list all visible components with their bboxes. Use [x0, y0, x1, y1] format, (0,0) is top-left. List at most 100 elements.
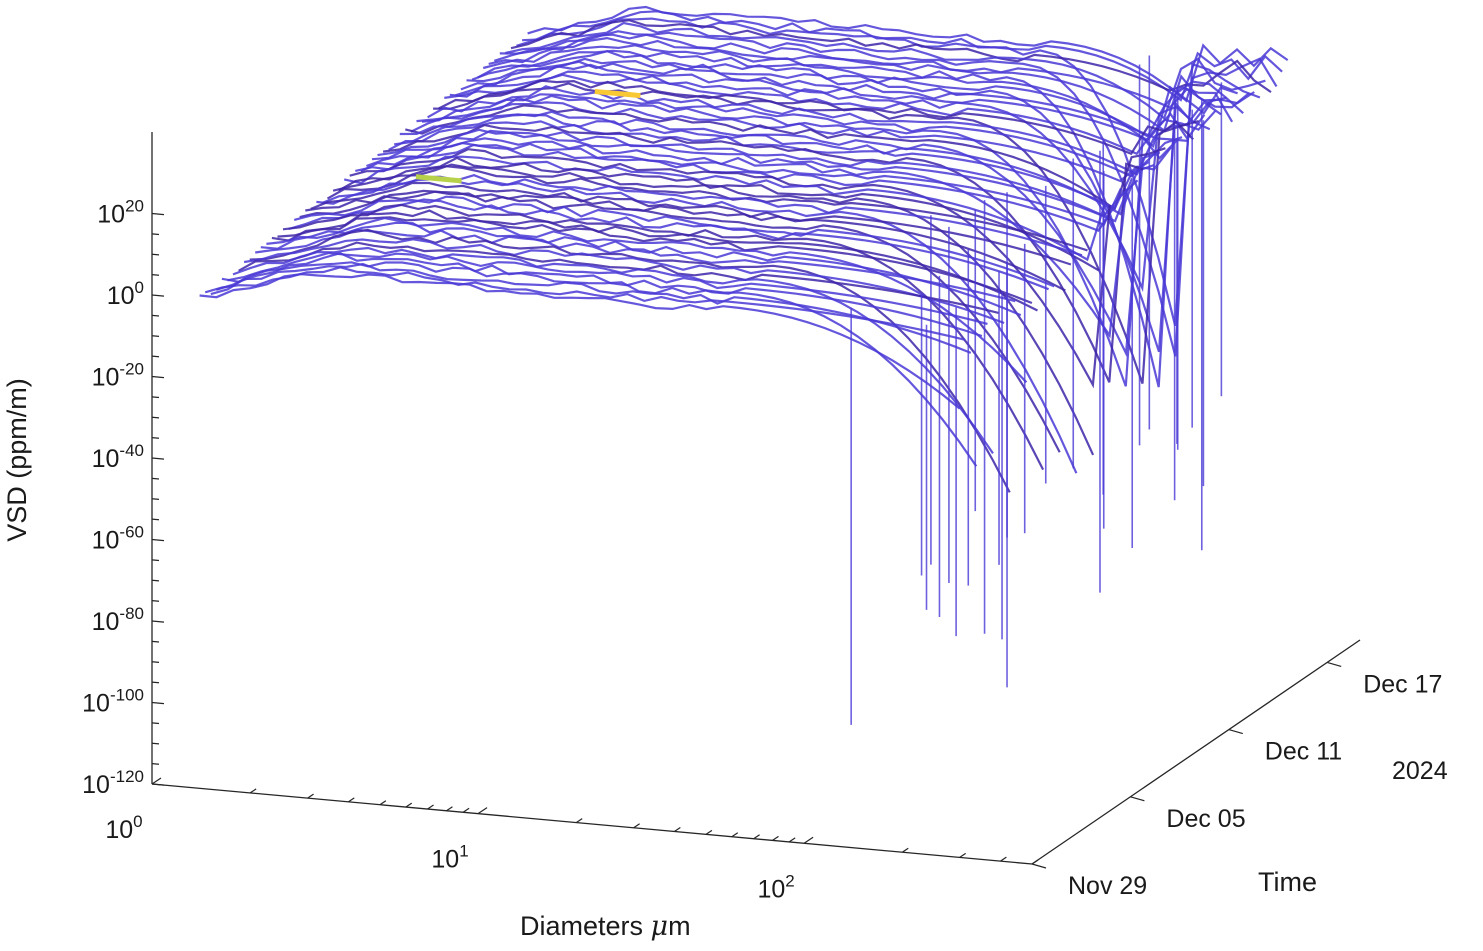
- z-tick-label: 10-20: [92, 360, 144, 392]
- surface-row-line: [204, 266, 966, 341]
- z-tick: [151, 294, 165, 297]
- z-tick: [151, 620, 165, 623]
- surface-row-line: [260, 221, 1022, 317]
- z-tick-label: 10-120: [82, 767, 144, 799]
- z-tick-label: 100: [107, 278, 144, 310]
- x-tick: [633, 823, 640, 829]
- surface-row-line: [421, 93, 1183, 178]
- z-tick-label: 1020: [97, 197, 144, 229]
- surface-mesh: [199, 5, 1289, 725]
- x-tick: [959, 852, 966, 858]
- z-tick-label: 10-100: [82, 686, 144, 718]
- surface-row-line: [299, 190, 1061, 453]
- x-tick: [446, 806, 453, 812]
- surface-row-line: [388, 120, 1150, 210]
- surface-row-line: [438, 79, 1200, 156]
- time-axis-line: [1031, 639, 1361, 865]
- x-tick-label: 102: [757, 871, 794, 903]
- surface-row-line: [326, 165, 1088, 252]
- surface-row-line: [488, 36, 1250, 133]
- x-tick: [462, 807, 470, 813]
- z-tick: [151, 437, 160, 439]
- surface-row-line: [471, 50, 1234, 138]
- z-tick: [151, 701, 165, 705]
- x-tick: [803, 836, 814, 844]
- time-tick: [1228, 729, 1243, 735]
- surface-row-line: [238, 241, 999, 314]
- surface-row-line: [243, 238, 1005, 325]
- surface-row-line: [499, 30, 1261, 357]
- z-tick: [151, 661, 160, 663]
- z-tick: [151, 253, 160, 256]
- z-tick: [151, 763, 160, 765]
- time-tick-label: Dec 05: [1166, 805, 1245, 833]
- surface-hotspot: [594, 88, 641, 99]
- x-tick: [705, 829, 713, 835]
- surface-row-line: [232, 246, 994, 455]
- z-tick: [151, 396, 160, 399]
- surface-row-line: [210, 262, 972, 354]
- z-tick: [151, 498, 160, 500]
- x-tick-label: 101: [431, 842, 468, 874]
- z-tick: [151, 518, 160, 521]
- surface-row-line: [427, 85, 1188, 176]
- surface-row-line: [522, 10, 1283, 102]
- x-tick: [674, 826, 681, 832]
- surface-row-line: [394, 113, 1155, 216]
- surface-row-line: [371, 129, 1134, 223]
- time-tick-label: Nov 29: [1068, 872, 1147, 900]
- z-tick: [151, 640, 160, 643]
- x-axis-line: [151, 783, 1033, 865]
- z-tick: [151, 681, 160, 684]
- surface-row-line: [382, 123, 1144, 383]
- z-tick: [151, 274, 160, 276]
- surface-row-line: [410, 101, 1172, 183]
- z-tick-label: 10-40: [92, 441, 144, 473]
- surface-row-line: [366, 137, 1128, 339]
- tick-labels: 1020 100 10-20 10-40 10-60 10-80 10-100 10-120 1…: [82, 197, 1442, 904]
- z-axis-label: VSD (ppm/m): [2, 378, 32, 542]
- z-tick: [151, 477, 160, 480]
- surface-row-line: [310, 181, 1072, 266]
- z-tick: [151, 783, 165, 786]
- time-tick-label: Dec 17: [1363, 670, 1442, 698]
- surface-row-line: [215, 261, 978, 467]
- time-year-label: 2024: [1392, 757, 1448, 785]
- surface-row-line: [510, 19, 1272, 94]
- z-tick: [151, 416, 160, 419]
- surface-row-line: [449, 70, 1211, 293]
- z-tick: [151, 742, 160, 745]
- time-tick: [1130, 796, 1145, 802]
- time-axis-label: Time: [1258, 867, 1317, 897]
- x-tick: [405, 802, 413, 808]
- z-tick-label: 10-80: [92, 604, 144, 636]
- surface-hotspot: [415, 174, 462, 184]
- surface-row-line: [360, 141, 1122, 226]
- surface-row-line: [405, 104, 1166, 211]
- surface-row-line: [527, 5, 1289, 103]
- z-minor-ticks: [151, 212, 165, 786]
- z-tick: [151, 559, 160, 562]
- x-tick: [379, 800, 387, 806]
- z-tick: [151, 457, 165, 460]
- surface-row-line: [221, 252, 983, 338]
- surface-row-line: [332, 163, 1095, 456]
- surface-row-line: [249, 228, 1011, 493]
- surface-row-line: [433, 82, 1194, 384]
- z-tick: [151, 538, 165, 542]
- z-tick: [151, 355, 160, 358]
- x-tick: [347, 797, 355, 803]
- x-tick: [753, 834, 760, 840]
- x-tick: [731, 832, 739, 838]
- x-axis-label: Diameters μm: [520, 911, 691, 942]
- time-tick: [1031, 863, 1047, 869]
- x-tick: [151, 777, 162, 785]
- z-tick: [151, 375, 165, 379]
- x-tick: [772, 835, 779, 841]
- surface-row-line: [255, 228, 1016, 303]
- z-tick: [151, 579, 160, 582]
- surface-row-line: [227, 251, 988, 325]
- x-tick: [901, 847, 909, 853]
- axes: [151, 132, 1361, 865]
